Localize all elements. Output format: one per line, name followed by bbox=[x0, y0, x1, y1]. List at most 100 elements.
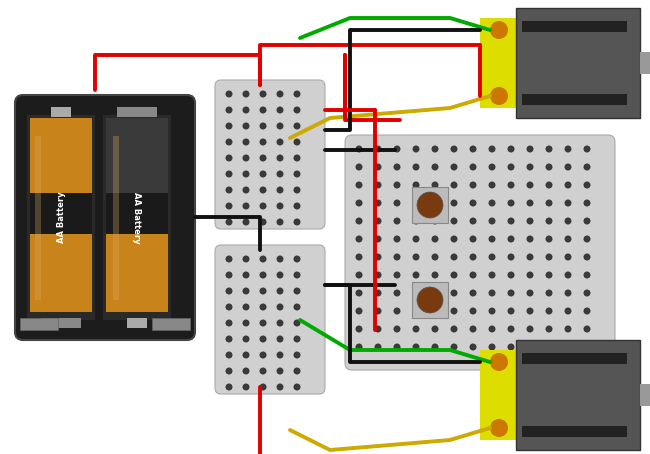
Circle shape bbox=[450, 217, 458, 224]
Circle shape bbox=[393, 344, 400, 350]
Circle shape bbox=[413, 290, 419, 296]
Bar bbox=[516, 8, 640, 118]
Circle shape bbox=[259, 304, 266, 311]
Circle shape bbox=[356, 199, 363, 207]
Circle shape bbox=[226, 304, 233, 311]
Circle shape bbox=[489, 290, 495, 296]
Circle shape bbox=[450, 271, 458, 278]
Circle shape bbox=[564, 271, 571, 278]
Circle shape bbox=[259, 367, 266, 375]
Circle shape bbox=[393, 217, 400, 224]
Circle shape bbox=[393, 199, 400, 207]
Circle shape bbox=[508, 307, 515, 315]
Circle shape bbox=[226, 171, 233, 178]
Circle shape bbox=[489, 217, 495, 224]
Bar bbox=[412, 187, 448, 223]
Circle shape bbox=[526, 236, 534, 242]
Circle shape bbox=[276, 187, 283, 193]
Circle shape bbox=[242, 90, 250, 98]
Circle shape bbox=[242, 107, 250, 114]
Circle shape bbox=[413, 253, 419, 261]
Circle shape bbox=[259, 171, 266, 178]
Circle shape bbox=[489, 326, 495, 332]
FancyBboxPatch shape bbox=[15, 95, 195, 340]
Circle shape bbox=[526, 253, 534, 261]
Circle shape bbox=[294, 171, 300, 178]
Circle shape bbox=[294, 287, 300, 295]
Circle shape bbox=[489, 344, 495, 350]
Circle shape bbox=[489, 145, 495, 153]
Circle shape bbox=[259, 107, 266, 114]
Bar bbox=[40, 318, 81, 328]
FancyBboxPatch shape bbox=[215, 80, 325, 229]
Circle shape bbox=[374, 199, 382, 207]
Circle shape bbox=[276, 138, 283, 145]
Circle shape bbox=[432, 307, 439, 315]
Circle shape bbox=[393, 271, 400, 278]
Circle shape bbox=[508, 344, 515, 350]
Circle shape bbox=[526, 199, 534, 207]
Circle shape bbox=[276, 271, 283, 278]
Circle shape bbox=[584, 290, 590, 296]
Circle shape bbox=[450, 326, 458, 332]
Circle shape bbox=[508, 145, 515, 153]
Circle shape bbox=[259, 351, 266, 359]
Circle shape bbox=[508, 217, 515, 224]
Circle shape bbox=[469, 307, 476, 315]
Circle shape bbox=[226, 351, 233, 359]
Bar bbox=[152, 318, 190, 330]
Circle shape bbox=[226, 256, 233, 262]
Text: AA Battery: AA Battery bbox=[133, 192, 142, 243]
Circle shape bbox=[584, 326, 590, 332]
Bar bbox=[116, 107, 157, 117]
Circle shape bbox=[242, 187, 250, 193]
Circle shape bbox=[356, 290, 363, 296]
Circle shape bbox=[490, 353, 508, 371]
Circle shape bbox=[545, 217, 552, 224]
Circle shape bbox=[508, 163, 515, 171]
Circle shape bbox=[276, 287, 283, 295]
Circle shape bbox=[584, 307, 590, 315]
Circle shape bbox=[226, 187, 233, 193]
Circle shape bbox=[276, 154, 283, 162]
Circle shape bbox=[413, 307, 419, 315]
Circle shape bbox=[242, 123, 250, 129]
Circle shape bbox=[276, 107, 283, 114]
Bar bbox=[27, 115, 95, 320]
Circle shape bbox=[393, 326, 400, 332]
Circle shape bbox=[584, 182, 590, 188]
Circle shape bbox=[374, 163, 382, 171]
Circle shape bbox=[584, 145, 590, 153]
Circle shape bbox=[374, 145, 382, 153]
Circle shape bbox=[259, 287, 266, 295]
Circle shape bbox=[393, 290, 400, 296]
Circle shape bbox=[226, 138, 233, 145]
Circle shape bbox=[294, 154, 300, 162]
Circle shape bbox=[413, 326, 419, 332]
Bar bbox=[516, 340, 640, 450]
Circle shape bbox=[545, 344, 552, 350]
Circle shape bbox=[417, 192, 443, 218]
Circle shape bbox=[450, 307, 458, 315]
Circle shape bbox=[374, 217, 382, 224]
Circle shape bbox=[226, 107, 233, 114]
Circle shape bbox=[432, 236, 439, 242]
Circle shape bbox=[413, 344, 419, 350]
Circle shape bbox=[508, 182, 515, 188]
Circle shape bbox=[432, 290, 439, 296]
Circle shape bbox=[489, 236, 495, 242]
Circle shape bbox=[508, 326, 515, 332]
Circle shape bbox=[276, 90, 283, 98]
Circle shape bbox=[374, 326, 382, 332]
Circle shape bbox=[276, 384, 283, 390]
Circle shape bbox=[374, 307, 382, 315]
Circle shape bbox=[564, 236, 571, 242]
Circle shape bbox=[259, 123, 266, 129]
Bar bbox=[640, 52, 650, 74]
Circle shape bbox=[294, 187, 300, 193]
Circle shape bbox=[469, 344, 476, 350]
Circle shape bbox=[413, 217, 419, 224]
Circle shape bbox=[450, 344, 458, 350]
Circle shape bbox=[242, 154, 250, 162]
Circle shape bbox=[356, 182, 363, 188]
